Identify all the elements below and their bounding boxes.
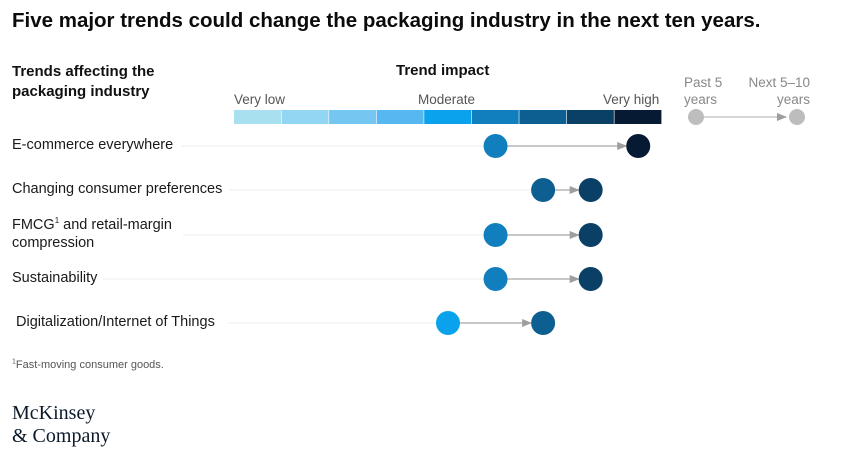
mckinsey-logo: McKinsey & Company xyxy=(12,402,110,448)
labels-header-line-2: packaging industry xyxy=(12,83,150,100)
scale-segment-3 xyxy=(329,110,377,124)
logo-line-1: McKinsey xyxy=(12,402,96,424)
scale-segment-5 xyxy=(424,110,472,124)
scale-segment-6 xyxy=(471,110,519,124)
legend-next-line-1: Next 5–10 xyxy=(748,75,810,90)
trend-label-text: FMCG xyxy=(12,217,55,233)
trend-label-text: E-commerce everywhere xyxy=(12,137,174,153)
legend-next-dot xyxy=(789,109,805,125)
trend-label-text: compression xyxy=(12,235,95,251)
scale-title: Trend impact xyxy=(396,62,490,79)
trend-past-dot xyxy=(483,223,508,247)
trend-past-dot xyxy=(531,178,556,202)
trend-past-dot xyxy=(483,267,508,291)
trend-label-consumer-preferences: Changing consumer preferences xyxy=(12,180,222,198)
scale-segment-4 xyxy=(376,110,424,124)
legend-next-label: Next 5–10 years xyxy=(740,74,810,108)
trend-label-sustainability: Sustainability xyxy=(12,269,97,287)
trend-label-ecommerce: E-commerce everywhere xyxy=(12,136,173,154)
scale-segment-9 xyxy=(614,110,662,124)
trend-label-text: and retail-margin xyxy=(59,217,172,233)
scale-segment-1 xyxy=(234,110,281,124)
trend-label-text: Sustainability xyxy=(12,270,98,286)
legend-past-line-1: Past 5 xyxy=(684,75,723,90)
trend-label-text: Changing consumer preferences xyxy=(12,181,223,197)
scale-segment-7 xyxy=(519,110,567,124)
trend-next-dot xyxy=(578,223,603,247)
scale-label-moderate: Moderate xyxy=(418,92,476,107)
scale-segment-8 xyxy=(566,110,614,124)
trend-past-dot xyxy=(483,134,508,158)
legend-past-line-2: years xyxy=(684,92,718,107)
trend-past-dot xyxy=(436,311,460,335)
scale-label-high: Very high xyxy=(603,92,660,107)
legend-next-line-2: years xyxy=(776,92,810,107)
footnote-marker: 1 xyxy=(12,358,16,366)
page-title: Five major trends could change the packa… xyxy=(12,9,761,32)
footnote-text: Fast-moving consumer goods. xyxy=(15,359,164,371)
trend-label-digitalization: Digitalization/Internet of Things xyxy=(16,313,215,331)
labels-header-line-1: Trends affecting the xyxy=(12,63,155,80)
trend-label-fmcg: FMCG1 and retail-margin compression xyxy=(12,216,172,252)
trend-next-dot xyxy=(578,178,603,202)
legend-past-label: Past 5 years xyxy=(684,74,722,108)
scale-segment-2 xyxy=(281,110,329,124)
trend-next-dot xyxy=(626,134,651,158)
trend-next-dot xyxy=(578,267,603,291)
logo-line-2: & Company xyxy=(12,425,111,447)
legend-past-dot xyxy=(688,109,704,125)
trend-label-text: Digitalization/Internet of Things xyxy=(16,314,215,330)
trend-next-dot xyxy=(531,311,556,335)
footnote: 1Fast-moving consumer goods. xyxy=(12,358,164,371)
scale-label-low: Very low xyxy=(234,92,286,107)
footnote-marker: 1 xyxy=(54,216,60,226)
labels-column-header: Trends affecting the packaging industry xyxy=(12,62,155,102)
